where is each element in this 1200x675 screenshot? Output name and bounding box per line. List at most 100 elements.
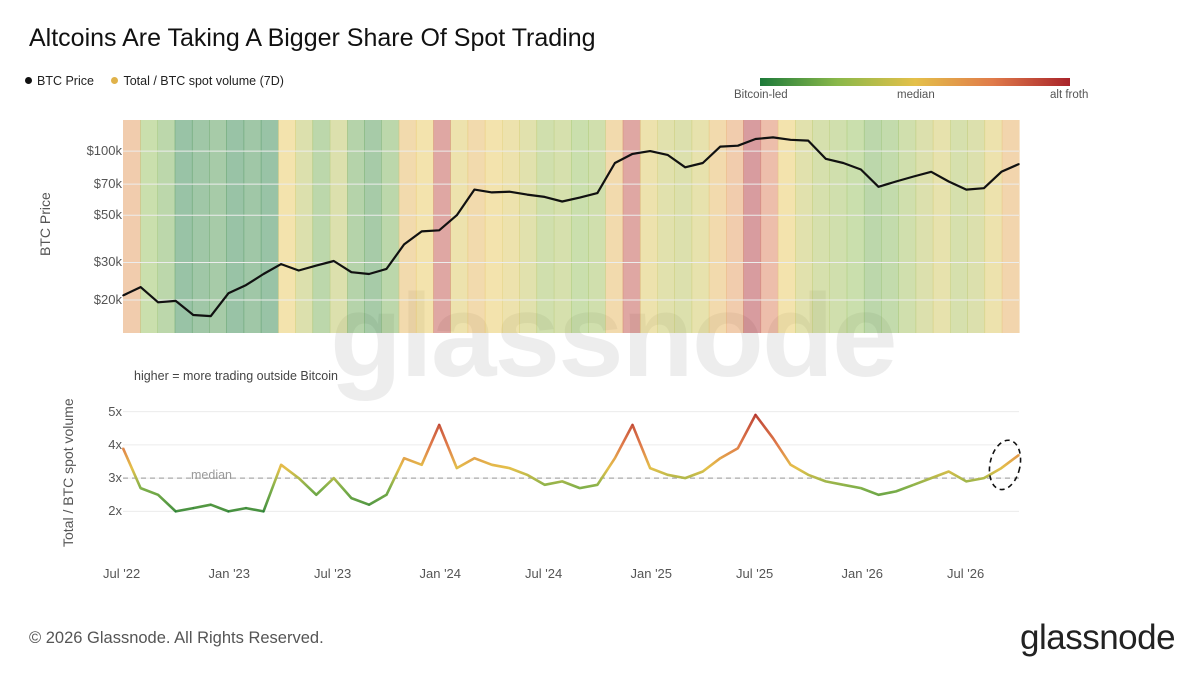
- btc-price-point: [877, 186, 880, 188]
- volume-ratio-point: [754, 414, 757, 416]
- band-2022-12: [209, 120, 227, 333]
- band-2025-10: [795, 120, 813, 333]
- band-2024-09: [571, 120, 589, 333]
- btc-price-point: [631, 153, 634, 155]
- price-tick-label: $100k: [86, 143, 122, 159]
- band-2024-06: [519, 120, 538, 333]
- band-2026-09: [984, 120, 1003, 333]
- chart-title: Altcoins Are Taking A Bigger Share Of Sp…: [29, 24, 596, 52]
- volume-ratio-point: [157, 494, 159, 496]
- highlight-ellipse: [988, 439, 1022, 491]
- volume-ratio-point: [139, 487, 142, 489]
- volume-ratio-point: [210, 503, 212, 506]
- btc-price-point: [983, 187, 985, 189]
- gridlines: [123, 150, 1019, 512]
- x-tick-label: Jul '26: [947, 566, 985, 581]
- volume-ratio-point: [192, 507, 195, 509]
- volume-ratio-point: [385, 494, 388, 496]
- btc-price-point: [174, 300, 177, 302]
- volume-ratio-point: [543, 484, 546, 486]
- btc-price-point: [1018, 163, 1020, 165]
- btc-price-point: [807, 139, 809, 142]
- volume-ratio-point: [614, 457, 616, 460]
- btc-price-point: [333, 260, 335, 262]
- btc-price-point: [157, 301, 159, 304]
- btc-price-point: [526, 193, 528, 196]
- band-2023-08: [347, 120, 365, 333]
- ratio-tick-label: 5x: [108, 403, 122, 419]
- volume-ratio-point: [947, 470, 950, 473]
- volume-ratio-point: [368, 503, 370, 506]
- btc-price-point: [912, 175, 915, 178]
- volume-ratio-point: [227, 510, 230, 513]
- price-tick-label: $50k: [93, 207, 122, 223]
- btc-price-point: [947, 180, 950, 183]
- band-2025-12: [829, 120, 848, 333]
- x-tick-label: Jan '24: [419, 566, 462, 581]
- volume-ratio-point: [719, 457, 722, 460]
- volume-ratio-point: [403, 457, 405, 460]
- volume-ratio-series: [121, 413, 1020, 513]
- x-tick-label: Jul '24: [525, 566, 563, 581]
- btc-price-point: [842, 162, 845, 164]
- volume-ratio-point: [860, 487, 862, 489]
- volume-ratio-point: [438, 424, 441, 426]
- ratio-annotation: higher = more trading outside Bitcoin: [134, 369, 338, 383]
- band-2024-05: [502, 120, 520, 333]
- band-2022-11: [191, 120, 210, 333]
- band-2026-10: [1001, 120, 1020, 333]
- x-tick-label: Jul '25: [736, 566, 774, 581]
- volume-ratio-point: [122, 447, 124, 450]
- legend-label-btc-price: BTC Price: [37, 74, 94, 88]
- btc-price-point: [245, 284, 247, 286]
- band-2023-09: [364, 120, 382, 333]
- volume-ratio-point: [824, 480, 827, 483]
- x-tick-label: Jul '22: [103, 566, 141, 581]
- btc-price-point: [579, 196, 581, 199]
- btc-price-point: [561, 200, 563, 203]
- btc-price-point: [227, 292, 230, 295]
- btc-price-point: [297, 269, 300, 272]
- annotations: [988, 439, 1022, 491]
- band-2023-07: [329, 120, 348, 333]
- band-2026-07: [950, 120, 968, 333]
- x-tick-label: Jan '23: [208, 566, 251, 581]
- band-2024-04: [484, 120, 503, 333]
- volume-ratio-point: [737, 447, 739, 450]
- volume-ratio-point: [772, 437, 774, 440]
- volume-ratio-point: [473, 457, 476, 460]
- volume-ratio-point: [315, 494, 318, 496]
- ratio-tick-label: 2x: [108, 503, 122, 519]
- scale-label-bitcoin-led: Bitcoin-led: [734, 89, 788, 101]
- legend-dot-volume-ratio: [111, 77, 119, 84]
- volume-ratio-line: [121, 413, 1020, 513]
- btc-price-point: [122, 294, 124, 297]
- btc-price-point: [508, 190, 511, 193]
- btc-price-line: [122, 136, 1020, 318]
- band-2024-03: [467, 120, 486, 333]
- price-tick-label: $70k: [93, 176, 122, 192]
- btc-price-point: [139, 286, 142, 288]
- btc-price-point: [210, 315, 212, 317]
- band-2025-11: [812, 120, 830, 333]
- btc-price-point: [491, 191, 493, 194]
- volume-ratio-point: [631, 424, 634, 426]
- band-2024-12: [622, 120, 641, 333]
- volume-ratio-point: [280, 464, 282, 466]
- volume-ratio-point: [420, 464, 423, 466]
- band-2023-04: [278, 120, 296, 333]
- legend-item-btc-price[interactable]: BTC Price: [25, 74, 94, 88]
- price-tick-label: $20k: [93, 292, 122, 307]
- price-background-bands: [123, 120, 1020, 333]
- btc-price-point: [438, 229, 441, 232]
- volume-ratio-point: [983, 477, 985, 479]
- volume-ratio-point: [245, 507, 247, 509]
- volume-ratio-point: [789, 464, 792, 466]
- band-2023-01: [226, 120, 245, 333]
- btc-price-point: [737, 144, 739, 147]
- btc-price-point: [772, 136, 774, 139]
- band-2026-06: [932, 120, 951, 333]
- legend-item-volume-ratio[interactable]: Total / BTC spot volume (7D): [111, 74, 284, 88]
- volume-ratio-point: [1000, 467, 1003, 469]
